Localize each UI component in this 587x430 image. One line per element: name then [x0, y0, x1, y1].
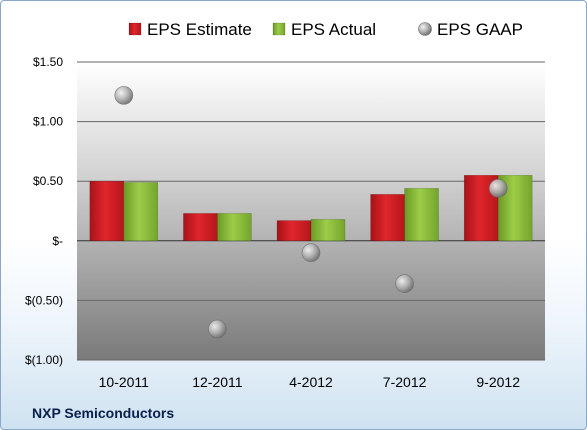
point-eps-gaap [114, 86, 134, 105]
legend-label: EPS GAAP [437, 20, 523, 39]
bar-eps-estimate [370, 194, 405, 242]
y-tick-label: $1.50 [33, 55, 63, 69]
legend-label: EPS Estimate [147, 20, 252, 39]
legend-swatch-eps-gaap [418, 22, 432, 36]
point-eps-gaap [301, 243, 321, 263]
company-name: NXP Semiconductors [32, 405, 174, 421]
gaap-points [114, 86, 508, 339]
legend-label: EPS Actual [291, 20, 376, 39]
point-eps-gaap [395, 274, 414, 294]
bar-eps-estimate [276, 220, 312, 242]
bar-eps-actual [217, 213, 252, 242]
x-tick-label: 12-2011 [192, 374, 243, 390]
point-eps-gaap [208, 319, 227, 339]
x-tick-label: 10-2011 [99, 374, 150, 390]
bar-eps-actual [310, 219, 346, 242]
y-tick-label: $(0.50) [25, 293, 63, 307]
x-axis-labels: 10-2011 12-2011 4-2012 7-2012 9-2012 [99, 374, 521, 390]
x-tick-label: 7-2012 [383, 374, 427, 390]
x-tick-label: 9-2012 [476, 374, 520, 390]
y-tick-label: $1.00 [33, 115, 63, 129]
bar-eps-estimate [89, 180, 125, 242]
y-tick-label: $0.50 [33, 174, 63, 188]
legend: EPS Estimate EPS Actual EPS GAAP [128, 20, 523, 39]
legend-swatch-eps-estimate [128, 22, 142, 36]
bars [89, 174, 533, 242]
point-eps-gaap [488, 179, 508, 198]
bar-eps-estimate [183, 213, 218, 242]
bar-eps-actual [123, 182, 159, 242]
bar-eps-actual [404, 188, 439, 242]
y-tick-label: $- [52, 234, 63, 248]
legend-swatch-eps-actual [272, 22, 286, 36]
y-axis-labels: $1.50 $1.00 $0.50 $- $(0.50) $(1.00) [25, 55, 63, 367]
x-tick-label: 4-2012 [289, 374, 333, 390]
y-tick-label: $(1.00) [25, 353, 63, 367]
